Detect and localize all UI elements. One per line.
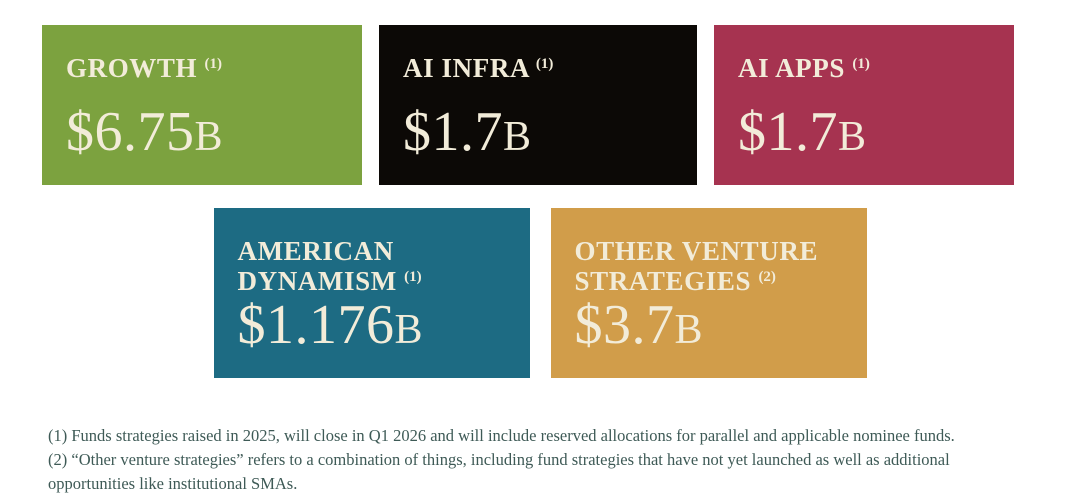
- card-title-text: AMERICAN DYNAMISM: [237, 236, 397, 297]
- card-amount-american-dynamism: $1.176B: [238, 297, 506, 353]
- currency-symbol: $: [738, 100, 767, 163]
- stat-card-ai-apps: AI APPS (1) $1.7B: [714, 25, 1014, 185]
- footnotes: (1) Funds strategies raised in 2025, wil…: [0, 424, 1060, 496]
- footnote-marker-1: (1): [204, 56, 222, 72]
- currency-symbol: $: [403, 100, 432, 163]
- card-title-text: GROWTH: [66, 53, 198, 83]
- card-title-growth: GROWTH (1): [66, 53, 338, 83]
- stat-card-other-venture-strategies: OTHER VENTURE STRATEGIES (2) $3.7B: [550, 208, 867, 378]
- card-title-text: AI APPS: [738, 53, 845, 83]
- amount-value: 1.7: [431, 100, 503, 163]
- card-amount-ai-infra: $1.7B: [403, 104, 673, 160]
- amount-unit: B: [838, 113, 867, 160]
- card-amount-ai-apps: $1.7B: [738, 104, 990, 160]
- currency-symbol: $: [237, 293, 266, 356]
- amount-unit: B: [674, 306, 704, 353]
- footnote-marker-2: (2): [758, 269, 776, 286]
- stat-card-growth: GROWTH (1) $6.75B: [42, 25, 362, 185]
- card-title-text: OTHER VENTURE STRATEGIES: [574, 236, 819, 297]
- amount-value: 1.176: [266, 293, 395, 356]
- stat-card-american-dynamism: AMERICAN DYNAMISM (1) $1.176B: [213, 208, 530, 378]
- footnote-marker-1: (1): [852, 56, 870, 72]
- amount-unit: B: [503, 113, 532, 160]
- card-row-top: GROWTH (1) $6.75B AI INFRA (1) $1.7B AI …: [0, 0, 1080, 185]
- amount-unit: B: [194, 113, 224, 160]
- amount-value: 1.7: [766, 100, 838, 163]
- currency-symbol: $: [574, 293, 603, 356]
- footnote-marker-1: (1): [404, 269, 422, 286]
- stat-card-ai-infra: AI INFRA (1) $1.7B: [379, 25, 697, 185]
- footnote-1: (1) Funds strategies raised in 2025, wil…: [48, 426, 955, 445]
- card-amount-growth: $6.75B: [66, 104, 338, 160]
- amount-unit: B: [394, 306, 424, 353]
- currency-symbol: $: [66, 100, 95, 163]
- card-title-american-dynamism: AMERICAN DYNAMISM (1): [238, 236, 506, 296]
- footnote-2: (2) “Other venture strategies” refers to…: [48, 449, 950, 493]
- amount-value: 6.75: [94, 100, 195, 163]
- card-title-ai-infra: AI INFRA (1): [403, 53, 673, 83]
- card-amount-other-venture-strategies: $3.7B: [575, 297, 843, 353]
- footnote-marker-1: (1): [535, 56, 554, 72]
- amount-value: 3.7: [603, 293, 675, 356]
- card-row-bottom: AMERICAN DYNAMISM (1) $1.176B OTHER VENT…: [0, 208, 1080, 378]
- card-title-other-venture-strategies: OTHER VENTURE STRATEGIES (2): [575, 236, 843, 296]
- card-title-text: AI INFRA: [403, 53, 529, 83]
- card-title-ai-apps: AI APPS (1): [738, 53, 990, 83]
